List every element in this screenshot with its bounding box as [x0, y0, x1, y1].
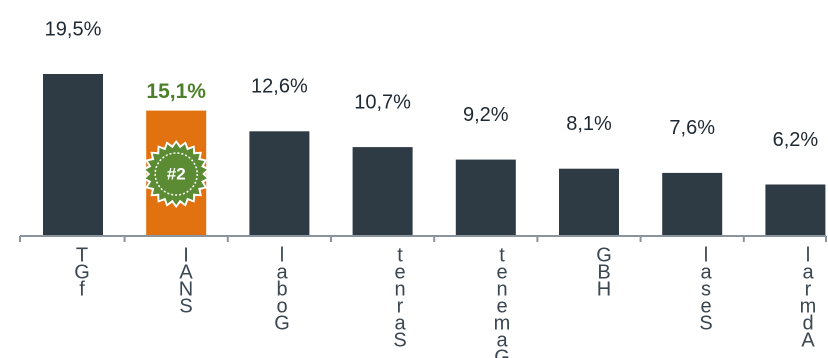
category-label-0-char-2: f	[79, 278, 85, 300]
value-label-2: 12,6%	[251, 76, 308, 98]
value-label-1: 15,1%	[146, 80, 206, 103]
category-label-6-char-1: a	[700, 261, 712, 283]
category-label-0-char-0: T	[76, 244, 88, 266]
category-label-7-char-1: a	[802, 261, 814, 283]
category-label-2-char-4: G	[274, 312, 290, 334]
category-label-4-char-2: n	[496, 278, 507, 300]
category-label-2-char-0: l	[280, 244, 284, 266]
category-label-3-char-3: r	[397, 295, 404, 317]
category-label-1-char-2: N	[179, 278, 193, 300]
category-label-2-char-2: b	[276, 278, 287, 300]
bar-3	[352, 147, 413, 236]
category-label-1-char-3: S	[179, 295, 192, 317]
category-label-3-char-2: n	[394, 278, 405, 300]
category-label-1-char-0: I	[183, 244, 189, 266]
category-label-3-char-0: t	[397, 244, 403, 266]
category-label-6-char-0: l	[704, 244, 708, 266]
category-label-7-char-4: d	[802, 312, 813, 334]
x-axis	[19, 235, 827, 242]
category-label-4-char-4: m	[494, 312, 511, 334]
category-label-3-char-5: S	[393, 329, 406, 351]
category-label-0-char-1: G	[74, 261, 90, 283]
bar-5	[559, 168, 619, 236]
bar-6	[662, 172, 723, 236]
value-label-5: 8,1%	[566, 113, 612, 135]
value-label-4: 9,2%	[463, 104, 509, 126]
category-label-2-char-1: a	[276, 261, 288, 283]
value-label-6: 7,6%	[669, 117, 715, 139]
bar-4	[455, 159, 516, 236]
badge-text: #2	[167, 164, 186, 183]
bar-7	[765, 184, 826, 236]
value-label-7: 6,2%	[773, 129, 819, 151]
category-label-4-char-6: G	[494, 346, 510, 358]
category-label-4-char-0: t	[499, 244, 505, 266]
category-label-5-char-0: G	[596, 244, 612, 266]
category-label-7-char-5: A	[801, 329, 815, 351]
category-label-4-char-1: e	[496, 261, 507, 283]
category-label-4-char-5: a	[496, 329, 508, 351]
category-label-6-char-2: s	[701, 278, 711, 300]
category-label-5: GBH	[596, 244, 612, 300]
category-label-7-char-3: m	[800, 295, 817, 317]
bar-2	[249, 131, 310, 236]
category-label-6-char-3: e	[700, 295, 711, 317]
badge-layer: #2	[142, 140, 210, 208]
badge-ring	[154, 152, 198, 196]
value-label-3: 10,7%	[354, 91, 411, 113]
value-labels-layer: 19,5% 15,1% 12,6% 10,7% 9,2% 8,1% 7,6% 6,2%	[45, 18, 819, 151]
bar-0	[43, 74, 103, 236]
category-label-5-char-2: H	[597, 278, 611, 300]
badge-rosette-icon	[145, 143, 207, 205]
category-label-3-char-4: a	[394, 312, 406, 334]
category-label-1-char-1: A	[179, 261, 193, 283]
category-label-7-char-2: r	[805, 278, 812, 300]
category-label-6-char-4: S	[699, 312, 712, 334]
category-label-7-char-0: l	[806, 244, 810, 266]
category-label-5-char-1: B	[597, 261, 610, 283]
category-label-4-char-3: e	[496, 295, 507, 317]
category-label-2-char-3: o	[276, 295, 287, 317]
category-label-3-char-1: e	[394, 261, 405, 283]
category-label-0: TGf	[74, 244, 90, 300]
value-label-0: 19,5%	[45, 18, 102, 40]
